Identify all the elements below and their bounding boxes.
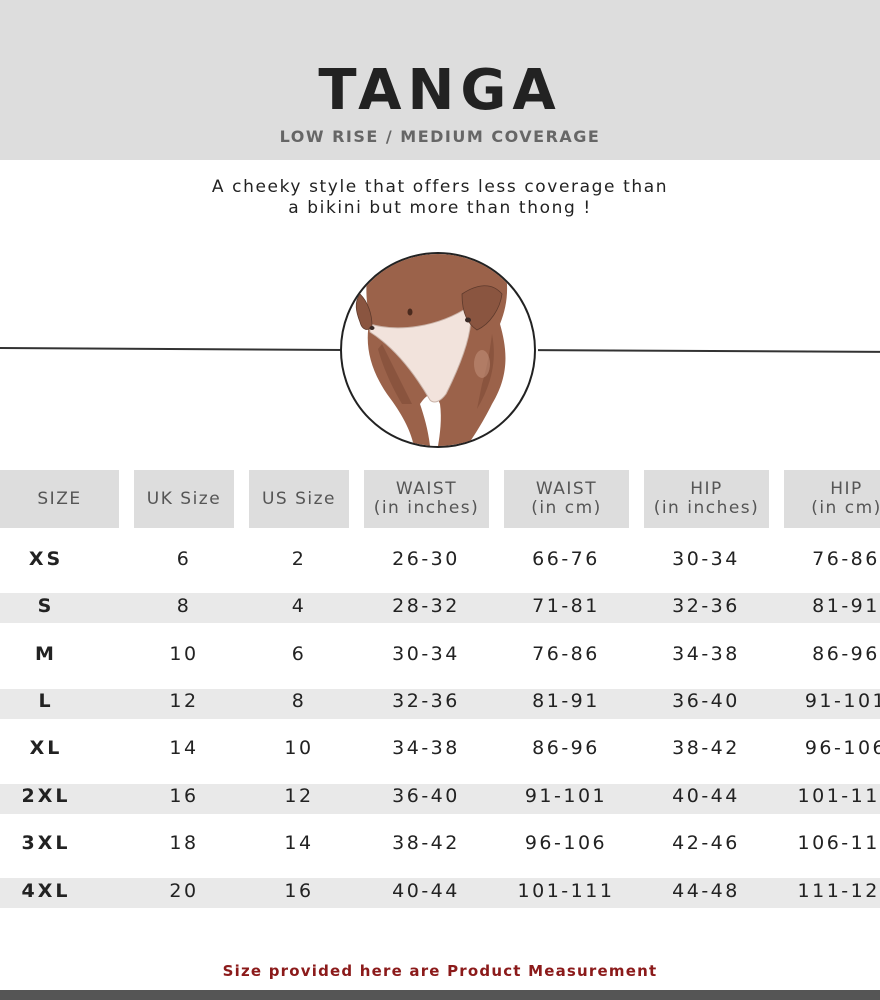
- table-cell: 32-36: [392, 690, 460, 712]
- table-cell: 10: [169, 643, 199, 665]
- page-title: TANGA: [318, 58, 562, 123]
- column-header-hip-inches: HIP (in inches): [644, 470, 769, 528]
- table-cell: 44-48: [672, 880, 740, 902]
- size-label: 4XL: [21, 880, 71, 902]
- size-label: XS: [28, 548, 64, 570]
- tanga-illustration-image: [355, 254, 508, 446]
- column-header-line: WAIST: [535, 479, 598, 499]
- table-cell: 96-106: [524, 832, 608, 854]
- column-header-unit: (in inches): [373, 498, 480, 518]
- header-banner: TANGA LOW RISE / MEDIUM COVERAGE: [0, 0, 880, 160]
- table-cell: 66-76: [532, 548, 600, 570]
- column-header-unit: (in cm): [811, 498, 880, 518]
- table-cell: 76-86: [812, 548, 880, 570]
- table-cell: 91-101: [524, 785, 608, 807]
- table-cell: 71-81: [532, 595, 600, 617]
- table-cell: 86-96: [532, 737, 600, 759]
- table-cell: 38-42: [672, 737, 740, 759]
- column-header-waist-inches: WAIST (in inches): [364, 470, 489, 528]
- description-line-2: a bikini but more than thong !: [288, 198, 592, 218]
- footer-bar: [0, 990, 880, 1000]
- size-label: 3XL: [21, 832, 71, 854]
- table-cell: 81-91: [532, 690, 600, 712]
- column-header-size: SIZE: [0, 470, 119, 528]
- table-cell: 42-46: [672, 832, 740, 854]
- column-header-line: UK Size: [146, 488, 222, 509]
- row-stripe: [0, 593, 880, 623]
- table-cell: 81-91: [812, 595, 880, 617]
- table-cell: 12: [284, 785, 314, 807]
- table-cell: 8: [176, 595, 192, 617]
- row-stripe: [0, 689, 880, 719]
- table-cell: 14: [284, 832, 314, 854]
- table-cell: 2: [291, 548, 307, 570]
- column-header-line: SIZE: [37, 488, 82, 509]
- table-cell: 36-40: [672, 690, 740, 712]
- divider-left: [0, 346, 344, 351]
- table-cell: 18: [169, 832, 199, 854]
- table-cell: 28-32: [392, 595, 460, 617]
- table-cell: 16: [284, 880, 314, 902]
- size-label: M: [35, 643, 57, 665]
- size-label: XL: [29, 737, 63, 759]
- column-header-waist-cm: WAIST (in cm): [504, 470, 629, 528]
- table-cell: 40-44: [672, 785, 740, 807]
- table-cell: 30-34: [392, 643, 460, 665]
- size-label: L: [38, 690, 54, 712]
- table-cell: 26-30: [392, 548, 460, 570]
- measurement-note: Size provided here are Product Measureme…: [222, 962, 658, 980]
- table-cell: 36-40: [392, 785, 460, 807]
- table-cell: 101-111: [797, 785, 880, 807]
- table-cell: 76-86: [532, 643, 600, 665]
- column-header-uk-size: UK Size: [134, 470, 234, 528]
- table-cell: 30-34: [672, 548, 740, 570]
- divider-right: [537, 349, 880, 353]
- tanga-illustration: [340, 252, 536, 448]
- table-cell: 40-44: [392, 880, 460, 902]
- table-cell: 38-42: [392, 832, 460, 854]
- table-cell: 96-106: [804, 737, 880, 759]
- table-cell: 16: [169, 785, 199, 807]
- column-header-us-size: US Size: [249, 470, 349, 528]
- column-header-unit: (in inches): [653, 498, 760, 518]
- table-cell: 20: [169, 880, 199, 902]
- table-cell: 10: [284, 737, 314, 759]
- table-cell: 12: [169, 690, 199, 712]
- table-cell: 6: [291, 643, 307, 665]
- table-cell: 6: [176, 548, 192, 570]
- row-stripe: [0, 878, 880, 908]
- size-label: 2XL: [21, 785, 71, 807]
- column-header-unit: (in cm): [531, 498, 602, 518]
- description: A cheeky style that offers less coverage…: [0, 177, 880, 219]
- page-subtitle: LOW RISE / MEDIUM COVERAGE: [279, 127, 601, 146]
- column-header-line: WAIST: [395, 479, 458, 499]
- table-cell: 32-36: [672, 595, 740, 617]
- table-cell: 34-38: [672, 643, 740, 665]
- column-header-line: US Size: [261, 488, 337, 509]
- table-cell: 106-116: [797, 832, 880, 854]
- table-cell: 91-101: [804, 690, 880, 712]
- description-line-1: A cheeky style that offers less coverage…: [211, 177, 669, 197]
- table-cell: 4: [291, 595, 307, 617]
- table-cell: 86-96: [812, 643, 880, 665]
- column-header-hip-cm: HIP (in cm): [784, 470, 880, 528]
- table-cell: 111-121: [797, 880, 880, 902]
- column-header-line: HIP: [690, 479, 723, 499]
- table-cell: 8: [291, 690, 307, 712]
- size-label: S: [37, 595, 55, 617]
- table-cell: 34-38: [392, 737, 460, 759]
- row-stripe: [0, 784, 880, 814]
- table-cell: 101-111: [517, 880, 615, 902]
- column-header-line: HIP: [830, 479, 863, 499]
- table-cell: 14: [169, 737, 199, 759]
